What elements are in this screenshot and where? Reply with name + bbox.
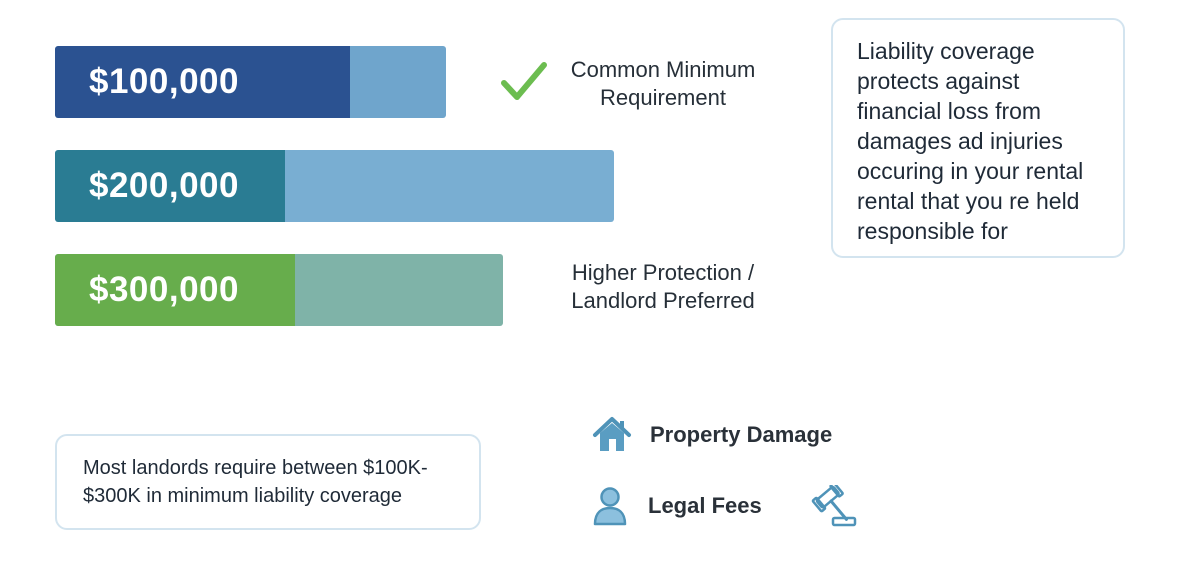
higher-protection-note: Higher Protection / Landlord Preferred <box>571 260 755 313</box>
coverage-bar-200k: $200,000 <box>55 150 614 222</box>
coverage-amount: $100,000 <box>89 62 239 101</box>
coverage-bar-fill: $300,000 <box>55 254 295 326</box>
feature-label: Property Damage <box>650 422 833 447</box>
feature-legal-fees: Legal Fees <box>592 486 762 526</box>
coverage-amount: $300,000 <box>89 270 239 309</box>
house-icon <box>593 417 631 451</box>
check-icon <box>501 62 547 100</box>
coverage-amount: $200,000 <box>89 166 239 205</box>
coverage-bar-300k: $300,000 <box>55 254 503 326</box>
coverage-bar-fill: $200,000 <box>55 150 285 222</box>
feature-label: Legal Fees <box>648 493 762 518</box>
person-icon <box>593 487 627 526</box>
minimum-requirement-note: Common Minimum Requirement <box>570 57 756 110</box>
summary-text: Most landords require between $100K- $30… <box>83 457 428 507</box>
coverage-bar-fill: $100,000 <box>55 46 350 118</box>
gavel-icon <box>811 485 857 527</box>
liability-info-text: Liability coverage protects against fina… <box>857 38 1084 244</box>
coverage-bar-100k: $100,000 <box>55 46 446 118</box>
liability-info-card: Liability coverage protects against fina… <box>831 18 1125 258</box>
summary-card: Most landords require between $100K- $30… <box>55 434 481 530</box>
feature-property-damage: Property Damage <box>592 415 832 455</box>
